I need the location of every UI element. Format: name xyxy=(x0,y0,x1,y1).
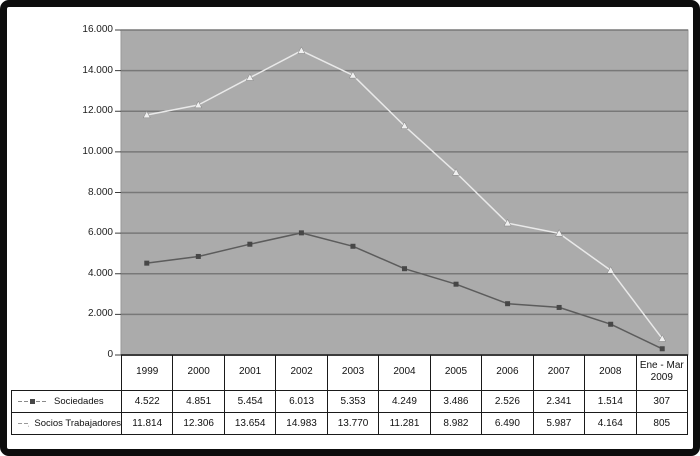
value-cell: 805 xyxy=(635,411,689,435)
value-cell: 13.654 xyxy=(223,411,277,435)
legend-cell: Sociedades xyxy=(11,389,122,413)
year-header-cell: 2001 xyxy=(223,355,277,391)
triangle-marker-icon xyxy=(503,218,512,227)
y-tick-label: 16.000 xyxy=(82,24,113,35)
value-cell: 4.164 xyxy=(584,411,637,435)
triangle-marker-icon xyxy=(349,70,357,79)
legend-label: Sociedades xyxy=(54,395,104,407)
triangle-marker-icon xyxy=(400,121,409,129)
value-cell: 1.514 xyxy=(584,389,637,413)
value-cell: 4.249 xyxy=(378,389,431,413)
value-cell: 307 xyxy=(635,389,689,413)
triangle-marker-icon xyxy=(245,73,254,81)
triangle-marker-icon xyxy=(452,168,460,176)
triangle-marker-icon xyxy=(555,229,564,237)
value-cell: 12.306 xyxy=(172,411,225,435)
square-marker-icon xyxy=(453,281,459,287)
legend-marker-triangle-icon xyxy=(18,422,30,427)
square-marker-icon xyxy=(556,304,562,310)
y-tick-label: 10.000 xyxy=(82,145,113,157)
value-cell: 11.814 xyxy=(120,411,174,435)
data-table: 1999 2000 2001 2002 2003 2004 2005 2006 2007 2008… xyxy=(11,355,689,435)
legend-label: Socios Trabajadores xyxy=(34,417,121,429)
square-marker-icon xyxy=(402,266,407,272)
value-cell: 4.522 xyxy=(120,389,174,413)
year-header-cell: 2008 xyxy=(584,355,637,391)
square-marker-icon xyxy=(350,243,356,249)
y-tick-label: 4.000 xyxy=(87,267,113,279)
value-cell: 8.982 xyxy=(429,411,483,435)
year-header-cell: 2002 xyxy=(275,355,328,391)
triangle-marker-icon xyxy=(606,266,615,274)
year-header-cell: 2003 xyxy=(326,355,380,391)
y-tick-label: 2.000 xyxy=(87,308,113,320)
year-header-cell: 2000 xyxy=(172,355,225,391)
year-header-cell: 2006 xyxy=(481,355,534,391)
triangle-marker-icon xyxy=(194,100,203,109)
square-marker-icon xyxy=(505,301,511,307)
triangle-marker-icon xyxy=(142,110,151,119)
y-tick-label: 0 xyxy=(107,349,113,360)
year-header-cell: 2005 xyxy=(429,355,483,391)
value-cell: 3.486 xyxy=(429,389,483,413)
y-tick-label: 14.000 xyxy=(82,64,113,76)
year-header-cell: Ene - Mar 2009 xyxy=(635,355,689,391)
value-cell: 13.770 xyxy=(326,411,380,435)
year-header-cell: 2004 xyxy=(378,355,431,391)
square-marker-icon xyxy=(195,253,201,259)
table-corner-cell xyxy=(12,355,122,390)
square-marker-icon xyxy=(608,321,614,327)
y-tick-label: 8.000 xyxy=(87,186,113,198)
square-marker-icon xyxy=(247,241,253,247)
square-marker-icon xyxy=(298,230,304,236)
value-cell: 4.851 xyxy=(172,389,225,413)
y-tick-label: 12.000 xyxy=(82,105,113,117)
legend-cell: Socios Trabajadores xyxy=(11,411,122,435)
year-header-cell: 1999 xyxy=(120,355,174,391)
value-cell: 5.454 xyxy=(223,389,277,413)
value-cell: 11.281 xyxy=(378,411,431,435)
triangle-marker-icon xyxy=(297,46,306,54)
value-cell: 6.490 xyxy=(481,411,534,435)
value-cell: 6.013 xyxy=(275,389,328,413)
value-cell: 2.526 xyxy=(481,389,534,413)
value-cell: 5.353 xyxy=(326,389,380,413)
triangle-marker-icon xyxy=(658,334,667,342)
legend-marker-square-icon xyxy=(18,398,47,404)
value-cell: 14.983 xyxy=(275,411,328,435)
y-tick-label: 6.000 xyxy=(87,227,113,239)
value-cell: 2.341 xyxy=(532,389,586,413)
year-header-cell: 2007 xyxy=(532,355,586,391)
plot-area xyxy=(115,29,689,356)
square-marker-icon xyxy=(659,346,665,352)
square-marker-icon xyxy=(144,260,150,266)
value-cell: 5.987 xyxy=(532,411,586,435)
